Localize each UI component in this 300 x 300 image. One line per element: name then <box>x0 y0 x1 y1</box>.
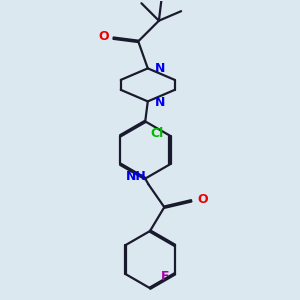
Text: Cl: Cl <box>150 127 164 140</box>
Text: NH: NH <box>126 170 147 183</box>
Text: F: F <box>160 270 169 283</box>
Text: O: O <box>197 193 208 206</box>
Text: N: N <box>155 62 165 75</box>
Text: N: N <box>155 97 165 110</box>
Text: O: O <box>98 30 109 43</box>
